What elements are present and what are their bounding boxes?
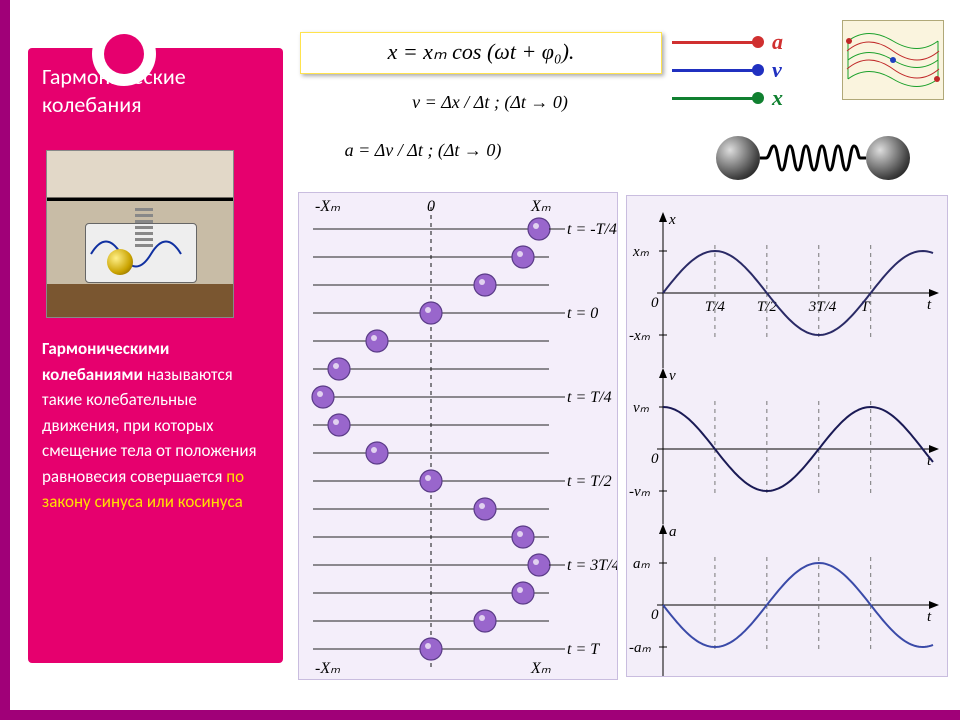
- accent-border-bottom: [10, 710, 960, 720]
- legend-row: x: [672, 84, 832, 112]
- equation-main: x = xₘ cos (ωt + φ₀).: [300, 32, 662, 74]
- legend-row: v: [672, 56, 832, 84]
- svg-text:aₘ: aₘ: [633, 556, 651, 572]
- spring-mass-illustration: [716, 128, 910, 190]
- legend: avx: [672, 28, 832, 112]
- decorative-ring-icon: [92, 22, 156, 86]
- svg-text:t = 3T/4: t = 3T/4: [567, 557, 617, 574]
- svg-text:0: 0: [427, 198, 435, 215]
- svg-text:t = -T/4: t = -T/4: [567, 221, 617, 238]
- equation-velocity: v = Δx / Δt ; (Δt → 0): [395, 92, 585, 113]
- legend-label: a: [772, 29, 783, 55]
- equation-acceleration: a = Δv / Δt ; (Δt → 0): [328, 140, 518, 161]
- svg-text:t = T: t = T: [567, 641, 600, 658]
- svg-text:t = T/2: t = T/2: [567, 473, 612, 490]
- svg-text:vₘ: vₘ: [633, 400, 650, 416]
- svg-text:0: 0: [651, 295, 659, 311]
- svg-text:t = 0: t = 0: [567, 305, 598, 322]
- svg-text:-Xₘ: -Xₘ: [315, 660, 340, 677]
- svg-text:T: T: [861, 299, 871, 315]
- svg-text:-Xₘ: -Xₘ: [315, 198, 340, 215]
- stroboscopic-diagram: -Xₘ 0 Xₘ t = -T/4 t = 0 t = T/4 t = T/2 t = 3T/…: [298, 192, 618, 680]
- svg-text:t = T/4: t = T/4: [567, 389, 612, 406]
- accent-border-left: [0, 0, 10, 720]
- svg-text:a: a: [669, 524, 677, 540]
- svg-text:t: t: [927, 297, 932, 313]
- svg-text:0: 0: [651, 607, 659, 623]
- svg-text:xₘ: xₘ: [632, 244, 650, 260]
- svg-text:Xₘ: Xₘ: [530, 660, 551, 677]
- definition-text: Гармоническими колебаниями называются та…: [42, 336, 267, 515]
- svg-text:-xₘ: -xₘ: [629, 328, 651, 344]
- legend-label: x: [772, 85, 783, 111]
- svg-text:v: v: [669, 368, 676, 384]
- slide: { "title": "Гармонические колебания", "e…: [0, 0, 960, 720]
- svg-text:x: x: [668, 212, 676, 228]
- svg-text:-vₘ: -vₘ: [629, 484, 651, 500]
- svg-text:Xₘ: Xₘ: [530, 198, 551, 215]
- phase-graphs: xxₘ-xₘ0tT/4T/23T/4Tvvₘ-vₘ0taaₘ-aₘ0t: [626, 195, 948, 677]
- svg-text:T/4: T/4: [705, 299, 726, 315]
- spring-pendulum-illustration: [46, 150, 234, 318]
- lissajous-illustration: [842, 20, 944, 100]
- svg-text:3T/4: 3T/4: [808, 299, 837, 315]
- legend-label: v: [772, 57, 782, 83]
- svg-text:0: 0: [651, 451, 659, 467]
- slide-title: Гармонические колебания: [28, 25, 283, 118]
- svg-text:t: t: [927, 609, 932, 625]
- svg-text:-aₘ: -aₘ: [629, 640, 651, 656]
- legend-row: a: [672, 28, 832, 56]
